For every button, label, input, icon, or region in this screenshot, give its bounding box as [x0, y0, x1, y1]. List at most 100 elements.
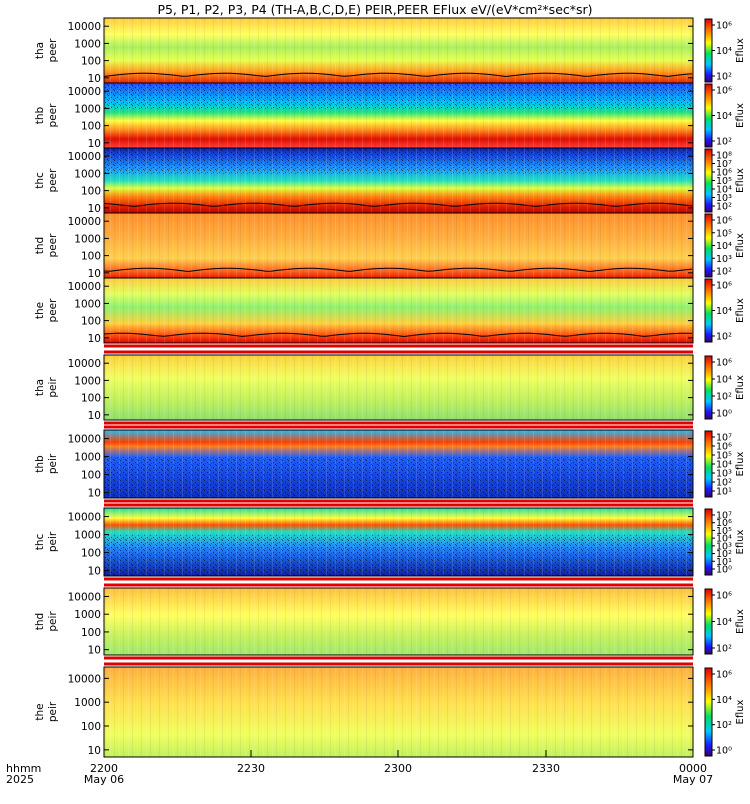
density-line — [103, 72, 693, 78]
colorbar-label: Eflux — [735, 699, 746, 724]
colorbar-tick-label: 10⁴ — [716, 375, 732, 386]
y-tick-label: 10000 — [68, 151, 101, 163]
colorbar-tick-label: 10² — [716, 720, 732, 731]
y-tick-label: 1000 — [74, 530, 101, 542]
panel-probe-label: the — [34, 302, 46, 319]
colorbar-tick-label: 10² — [716, 392, 732, 403]
date-tick-label: May 06 — [84, 773, 124, 786]
colorbar-tick-label: 10⁰ — [716, 746, 732, 757]
panel-frame — [103, 429, 694, 499]
separator-stripe — [104, 655, 693, 667]
figure-title: P5, P1, P2, P3, P4 (TH-A,B,C,D,E) PEIR,P… — [157, 2, 592, 17]
panel-probe-label: thd — [34, 237, 46, 254]
colorbar-tick-label: 10⁶ — [716, 216, 732, 227]
panel-species-label: peer — [47, 38, 59, 63]
colorbar-tick-label: 10³ — [716, 193, 732, 204]
panel-species-label: peer — [47, 233, 59, 258]
streak-texture — [104, 430, 693, 498]
colorbar-tick-label: 10³ — [716, 541, 732, 552]
y-tick-label: 10000 — [68, 512, 101, 524]
time-tick-1: 2230 — [237, 762, 265, 775]
time-axis-row1-label: hhmm — [6, 762, 41, 775]
colorbar-tick-label: 10⁴ — [716, 185, 732, 196]
panel-frame — [103, 354, 694, 421]
colorbar-tick-label: 10⁶ — [716, 518, 732, 529]
panel-frame — [103, 507, 694, 577]
panel-frame — [103, 277, 694, 344]
colorbar-tick-label: 10² — [716, 137, 732, 148]
colorbar — [704, 667, 713, 757]
streak-texture — [104, 83, 693, 148]
colorbar-tick-label: 10¹ — [716, 487, 732, 498]
y-tick-label: 100 — [81, 121, 101, 133]
panel-species-label: peer — [47, 103, 59, 128]
y-tick-label: 10 — [88, 645, 101, 657]
y-tick-label: 1000 — [74, 168, 101, 180]
streak-texture — [104, 355, 693, 420]
density-line — [103, 332, 693, 338]
y-tick-label: 10 — [88, 488, 101, 500]
y-tick-label: 100 — [81, 548, 101, 560]
colorbar-tick-label: 10⁶ — [716, 21, 732, 32]
colorbar-tick-label: 10² — [716, 202, 732, 213]
y-tick-label: 1000 — [74, 38, 101, 50]
colorbar-tick-label: 10⁵ — [716, 451, 732, 462]
panel-species-label: peer — [47, 168, 59, 193]
colorbar-tick-label: 10² — [716, 72, 732, 83]
colorbar-tick-label: 10² — [716, 332, 732, 343]
colorbar — [704, 355, 713, 420]
panel-species-label: peir — [47, 453, 59, 474]
density-line — [103, 202, 693, 207]
panel-probe-label: tha — [34, 379, 46, 396]
colorbar-tick-label: 10⁶ — [716, 281, 732, 292]
y-tick-label: 100 — [81, 316, 101, 328]
panel-probe-label: thd — [34, 613, 46, 630]
colorbar-tick-label: 10² — [716, 267, 732, 278]
colorbar-tick-label: 10⁵ — [716, 526, 732, 537]
streak-texture — [104, 588, 693, 655]
colorbar-tick-label: 10⁷ — [716, 511, 732, 522]
colorbar — [704, 430, 713, 498]
y-tick-label: 10 — [88, 268, 101, 280]
time-tick-label: 2230 — [237, 762, 265, 775]
colorbar — [704, 148, 713, 213]
panel-the-peir: 10000 1000 100 10 the peir 10⁶ 10⁴ 10² 10⁰ Eflux — [34, 666, 746, 758]
streak-texture — [104, 667, 693, 757]
separator-stripe — [104, 343, 693, 355]
colorbar-tick-label: 10⁴ — [716, 617, 732, 628]
colorbar — [704, 213, 713, 278]
y-tick-label: 100 — [81, 627, 101, 639]
streak-texture — [104, 213, 693, 278]
colorbar-tick-label: 10⁵ — [716, 176, 732, 187]
y-tick-label: 100 — [81, 56, 101, 68]
y-tick-label: 10 — [88, 333, 101, 345]
time-tick-2: 2300 — [384, 762, 412, 775]
time-tick-label: 2300 — [384, 762, 412, 775]
colorbar-label: Eflux — [735, 609, 746, 634]
y-tick-label: 100 — [81, 470, 101, 482]
colorbar-tick-label: 10⁷ — [716, 433, 732, 444]
y-tick-label: 10 — [88, 73, 101, 85]
panel-species-label: peer — [47, 298, 59, 323]
colorbar-tick-label: 10⁶ — [716, 168, 732, 179]
colorbar-tick-label: 10⁰ — [716, 565, 732, 576]
colorbar-tick-label: 10⁴ — [716, 460, 732, 471]
y-tick-label: 10000 — [68, 281, 101, 293]
y-tick-label: 1000 — [74, 375, 101, 387]
colorbar-tick-label: 10² — [716, 478, 732, 489]
colorbar-tick-label: 10³ — [716, 254, 732, 265]
time-tick-0: 2200 May 06 — [84, 762, 124, 786]
streak-texture — [104, 278, 693, 343]
panel-frame — [103, 587, 694, 656]
colorbar-tick-label: 10⁴ — [716, 534, 732, 545]
colorbar-tick-label: 10¹ — [716, 557, 732, 568]
streak-texture — [104, 508, 693, 576]
y-tick-label: 1000 — [74, 452, 101, 464]
